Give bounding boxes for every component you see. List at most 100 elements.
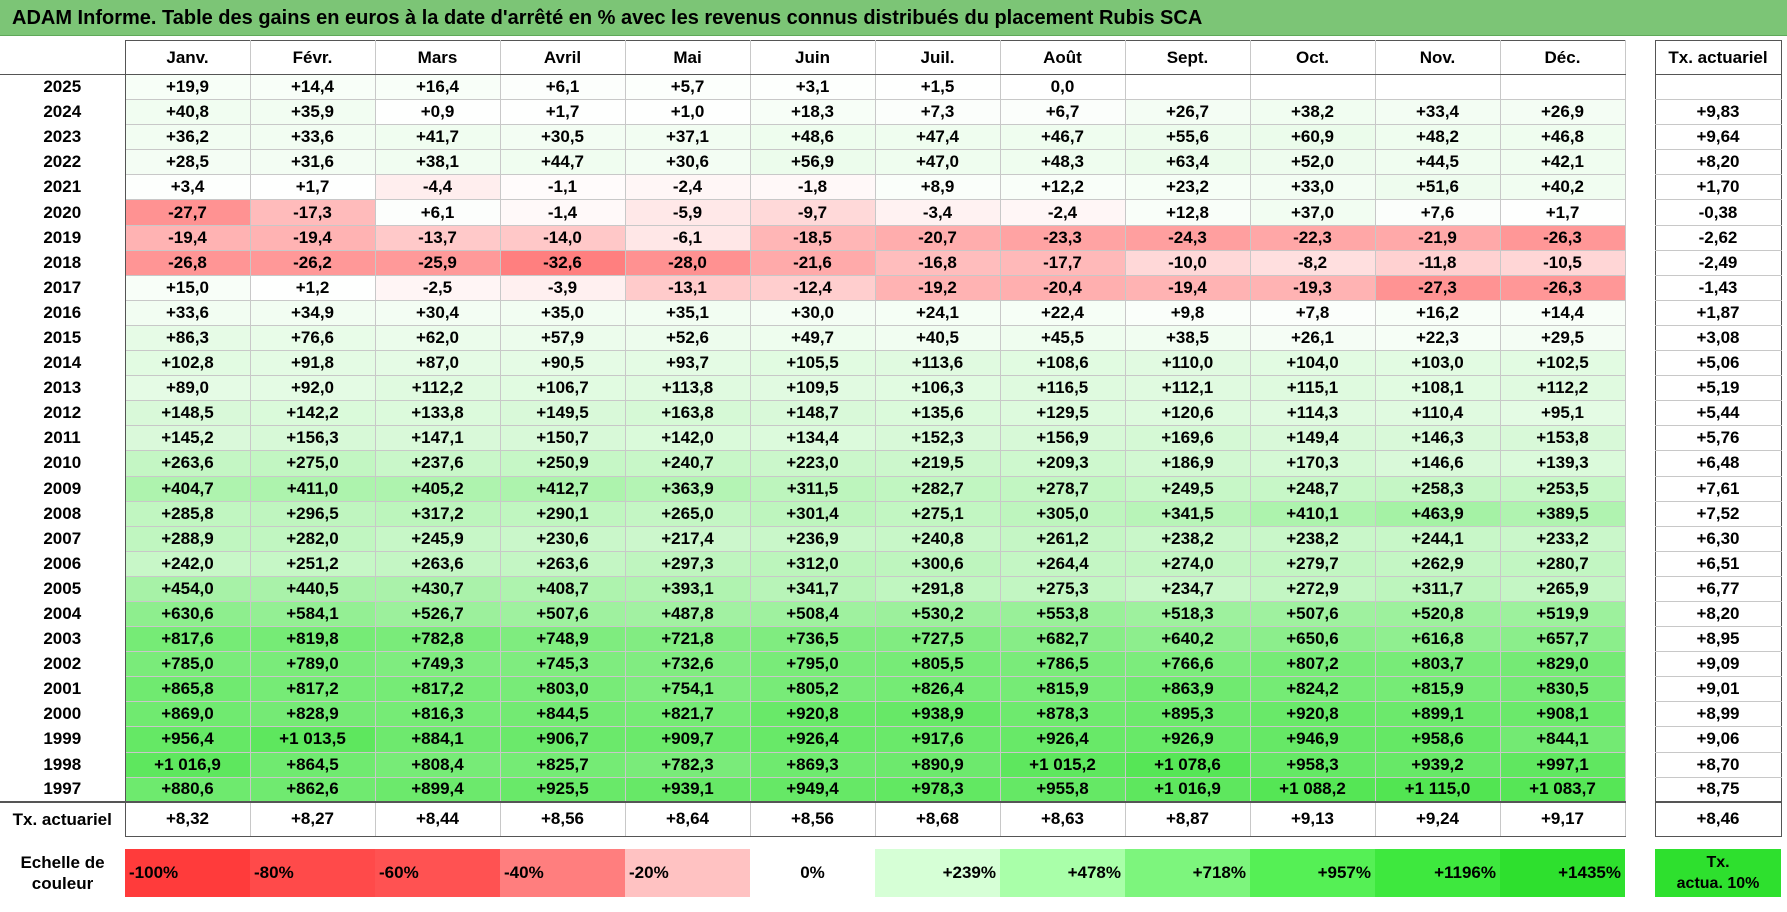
row-year: 2023 (0, 124, 126, 150)
table-cell: +817,2 (374, 676, 501, 703)
tx-cell: +6,48 (1654, 450, 1782, 477)
table-cell: +26,7 (1124, 99, 1251, 126)
column-gap (1625, 75, 1655, 100)
table-cell: -3,9 (499, 274, 626, 301)
table-cell: +44,5 (1374, 149, 1501, 176)
color-scale-swatch: -40% (500, 849, 625, 897)
row-year: 2015 (0, 325, 126, 351)
table-cell: +30,5 (499, 124, 626, 151)
table-cell: -9,7 (749, 199, 876, 226)
table-cell: +956,4 (124, 726, 251, 753)
table-cell: +275,3 (999, 575, 1126, 602)
table-cell: +290,1 (499, 500, 626, 527)
header-corner (0, 40, 126, 75)
table-cell: +3,4 (124, 174, 251, 201)
total-cell: +9,17 (1499, 801, 1626, 837)
row-year: 2022 (0, 149, 126, 175)
table-cell: +1,0 (624, 99, 751, 126)
table-cell: +22,3 (1374, 324, 1501, 352)
table-cell: -19,4 (124, 224, 251, 251)
table-cell: +844,1 (1499, 726, 1626, 753)
table-cell: +363,9 (624, 475, 751, 502)
table-cell: +90,5 (499, 350, 626, 377)
table-cell: +880,6 (124, 776, 251, 803)
table-cell: +958,6 (1374, 726, 1501, 753)
table-cell: +149,4 (1249, 425, 1376, 452)
table-cell: +48,6 (749, 124, 876, 151)
table-cell: +106,3 (874, 375, 1001, 402)
column-gap (1625, 752, 1655, 777)
table-cell: +48,2 (1374, 124, 1501, 151)
table-cell: +865,8 (124, 676, 251, 703)
table-cell: +782,8 (374, 626, 501, 653)
table-cell: +12,2 (999, 174, 1126, 201)
table-cell: +55,6 (1124, 124, 1251, 151)
table-cell: +272,9 (1249, 575, 1376, 602)
table-cell: -2,5 (374, 274, 501, 301)
table-cell: +305,0 (999, 500, 1126, 527)
column-gap (1625, 526, 1655, 551)
total-cell: +8,56 (749, 801, 876, 837)
row-year: 2020 (0, 199, 126, 226)
table-cell: +12,8 (1124, 199, 1251, 226)
table-cell: +135,6 (874, 400, 1001, 427)
table-cell: -19,2 (874, 274, 1001, 301)
column-gap (1625, 677, 1655, 702)
column-gap (1625, 451, 1655, 476)
tx-cell: +8,95 (1654, 626, 1782, 653)
tx-cell: +9,64 (1654, 124, 1782, 151)
table-cell: +279,7 (1249, 550, 1376, 577)
table-cell: +102,5 (1499, 350, 1626, 377)
table-cell: +0,9 (374, 99, 501, 126)
table-cell: -2,4 (999, 199, 1126, 226)
table-cell: +908,1 (1499, 701, 1626, 728)
table-row: 2022 +28,5 +31,6 +38,1 +44,7 +30,6 +56,9 +47,0 +… (0, 149, 1782, 176)
table-cell: -16,8 (874, 249, 1001, 276)
table-cell: +1,2 (249, 274, 376, 301)
column-header: Janv. (124, 40, 251, 75)
total-cell: +8,27 (249, 801, 376, 837)
table-cell: +463,9 (1374, 500, 1501, 527)
table-cell: -27,3 (1374, 274, 1501, 301)
table-cell: +149,5 (499, 400, 626, 427)
row-year: 2017 (0, 275, 126, 301)
table-cell: -1,4 (499, 199, 626, 226)
table-cell: +38,2 (1249, 99, 1376, 126)
table-cell: +40,5 (874, 324, 1001, 352)
table-cell: +145,2 (124, 425, 251, 452)
table-cell: +240,7 (624, 450, 751, 477)
table-cell: +16,4 (374, 73, 501, 101)
color-scale-swatch: -80% (250, 849, 375, 897)
table-cell: -2,4 (624, 174, 751, 201)
column-gap (1625, 325, 1655, 350)
table-cell: +120,6 (1124, 400, 1251, 427)
table-cell: +863,9 (1124, 676, 1251, 703)
table-cell: +47,0 (874, 149, 1001, 176)
table-cell: +14,4 (249, 73, 376, 101)
table-cell: +520,8 (1374, 600, 1501, 628)
table-cell: +917,6 (874, 726, 1001, 753)
table-cell: +47,4 (874, 124, 1001, 151)
table-cell: +19,9 (124, 73, 251, 101)
table-cell: +824,2 (1249, 676, 1376, 703)
total-tx-cell: +8,46 (1654, 801, 1782, 837)
row-year: 2014 (0, 350, 126, 376)
column-gap (1625, 376, 1655, 401)
table-cell: +978,3 (874, 776, 1001, 803)
tx-cell: +6,51 (1654, 550, 1782, 577)
table-row: 2015 +86,3 +76,6 +62,0 +57,9 +52,6 +49,7 +40,5 +… (0, 324, 1782, 352)
table-row: 1998 +1 016,9 +864,5 +808,4 +825,7 +782,3 +869… (0, 751, 1782, 778)
table-cell: +103,0 (1374, 350, 1501, 377)
column-header: Oct. (1249, 40, 1376, 75)
table-cell: +51,6 (1374, 174, 1501, 201)
column-gap (1625, 802, 1655, 836)
table-cell: +234,7 (1124, 575, 1251, 602)
table-row: 2021 +3,4 +1,7 -4,4 -1,1 -2,4 -1,8 +8,9 +12,2 +23… (0, 174, 1782, 201)
table-cell: +803,7 (1374, 651, 1501, 678)
table-cell: +106,7 (499, 375, 626, 402)
table-cell (1124, 73, 1251, 101)
table-cell: +828,9 (249, 701, 376, 728)
color-scale-legend: Echelle de couleur -100% -80% -60% -40% -20%… (0, 849, 1781, 897)
total-cell: +9,24 (1374, 801, 1501, 837)
table-row: 2019 -19,4 -19,4 -13,7 -14,0 -6,1 -18,5 -20,7 -2… (0, 224, 1782, 251)
